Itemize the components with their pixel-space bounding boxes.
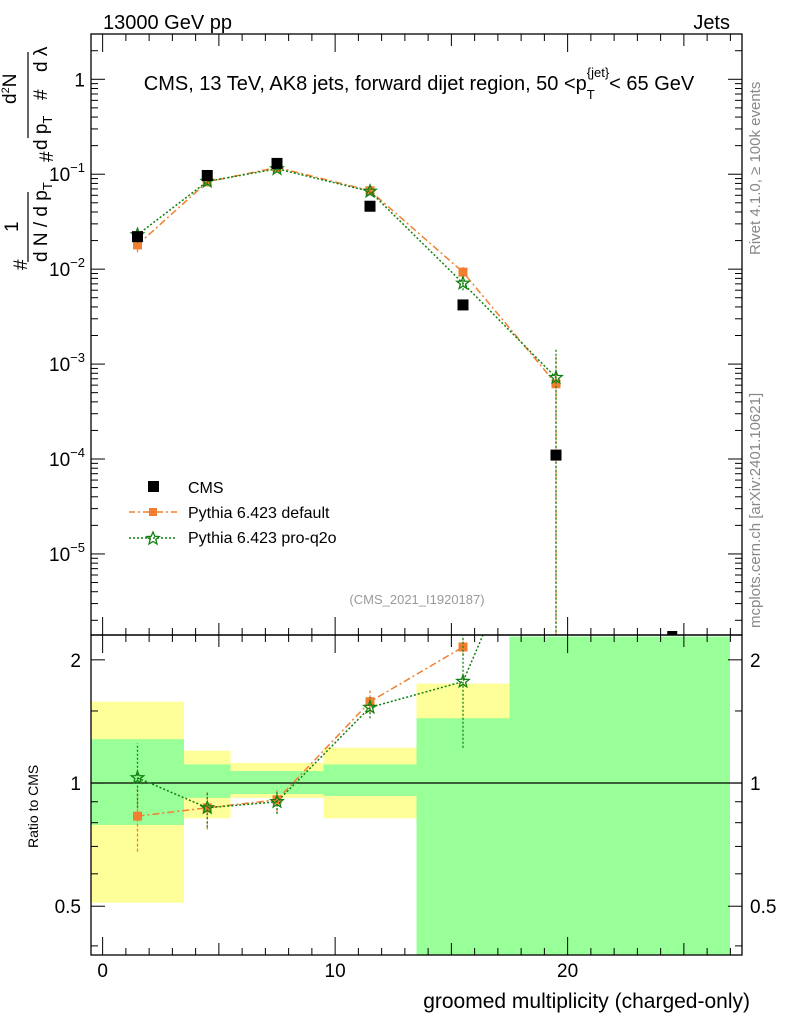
default-point <box>458 267 468 277</box>
header-left: 13000 GeV pp <box>103 12 232 34</box>
ratio-proq2o-point <box>362 699 378 715</box>
default-point <box>133 240 142 250</box>
main-y-tick-label: 10−5 <box>49 540 85 566</box>
svg-text:d pT: d pT <box>31 116 55 150</box>
ratio-series <box>91 635 742 955</box>
y-axis-label-main: # 1 d N / d pT # d pT d2N # d λ <box>0 46 58 270</box>
svg-text:#: # <box>37 151 58 162</box>
legend-label-proq2o: Pythia 6.423 pro-q2o <box>188 530 337 547</box>
proq2o-point <box>455 274 471 290</box>
ratio-y-tick-label-left: 2 <box>70 651 81 672</box>
default-point <box>365 186 375 196</box>
cms-point <box>201 169 213 181</box>
plot-subtitle: CMS, 13 TeV, AK8 jets, forward dijet reg… <box>144 65 695 102</box>
svg-text:d λ: d λ <box>31 46 52 72</box>
cms-point <box>271 157 283 169</box>
ratio-y-tick-label-right: 1 <box>750 774 761 795</box>
main-y-tick-label: 10−2 <box>49 255 85 281</box>
uncertainty-band-stat <box>323 764 417 796</box>
analysis-id: (CMS_2021_I1920187) <box>349 592 484 607</box>
ratio-proq2o-point <box>129 769 146 785</box>
main-y-tick-label: 10−1 <box>49 160 85 186</box>
svg-text:d2N: d2N <box>0 74 21 104</box>
proq2o-point <box>362 183 378 199</box>
legend-marker-default <box>149 508 157 516</box>
ratio-proq2o-line <box>137 635 484 809</box>
legend-label-cms: CMS <box>188 480 224 497</box>
ratio-proq2o-point <box>455 673 471 689</box>
x-tick-label: 0 <box>97 961 108 982</box>
mcplots-label: mcplots.cern.ch [arXiv:2401.10621] <box>747 393 764 628</box>
default-point <box>202 177 212 187</box>
proq2o-point <box>548 369 564 385</box>
main-y-tick-label: 1 <box>74 70 85 91</box>
cms-point <box>550 449 562 461</box>
ratio-default-point <box>133 811 142 821</box>
x-axis-label: groomed multiplicity (charged-only) <box>423 990 750 1013</box>
ratio-y-tick-label-right: 2 <box>750 651 761 672</box>
ratio-y-tick-label-left: 1 <box>70 774 81 795</box>
cms-point <box>132 231 143 243</box>
x-tick-label: 10 <box>325 961 346 982</box>
rivet-label: Rivet 4.1.0, ≥ 100k events <box>747 82 764 255</box>
cms-point <box>457 299 469 311</box>
svg-text:1: 1 <box>2 221 23 232</box>
ratio-frame <box>90 634 743 956</box>
svg-text:#: # <box>11 259 32 270</box>
legend-marker-cms <box>148 481 159 492</box>
legend-marker-proq2o <box>145 530 161 546</box>
legend-label-default: Pythia 6.423 default <box>188 505 330 522</box>
ratio-default-point <box>272 795 282 805</box>
x-tick-label: 20 <box>557 961 578 982</box>
main-series <box>129 157 564 635</box>
svg-text:d N / d pT: d N / d pT <box>31 182 55 262</box>
ratio-y-tick-label-right: 0.5 <box>750 897 776 918</box>
main-plot-area <box>129 157 678 635</box>
uncertainty-band-stat <box>509 636 603 955</box>
ratio-y-tick-label-left: 0.5 <box>55 897 81 918</box>
ratio-default-point <box>202 803 212 813</box>
header-right: Jets <box>693 12 730 34</box>
y-axis-label-ratio: Ratio to CMS <box>25 765 41 848</box>
ratio-proq2o-point <box>269 793 285 809</box>
cms-point-edge <box>667 631 678 635</box>
legend: CMS Pythia 6.423 default Pythia 6.423 pr… <box>129 480 337 547</box>
ratio-proq2o-point <box>199 799 216 815</box>
cms-point <box>364 200 376 212</box>
uncertainty-band-stat <box>416 718 510 955</box>
axes-frame: 1 10−1 10−2 10−3 10−4 10−5 2 2 1 1 0.5 0.5 0 10 20 <box>49 33 776 982</box>
svg-text:#: # <box>31 89 52 100</box>
proq2o-line <box>137 168 557 379</box>
main-y-tick-label: 10−4 <box>49 445 85 471</box>
default-line <box>136 166 557 385</box>
uncertainty-band-stat <box>602 636 730 955</box>
main-y-tick-label: 10−3 <box>49 350 85 376</box>
ratio-plot-area <box>91 635 742 955</box>
